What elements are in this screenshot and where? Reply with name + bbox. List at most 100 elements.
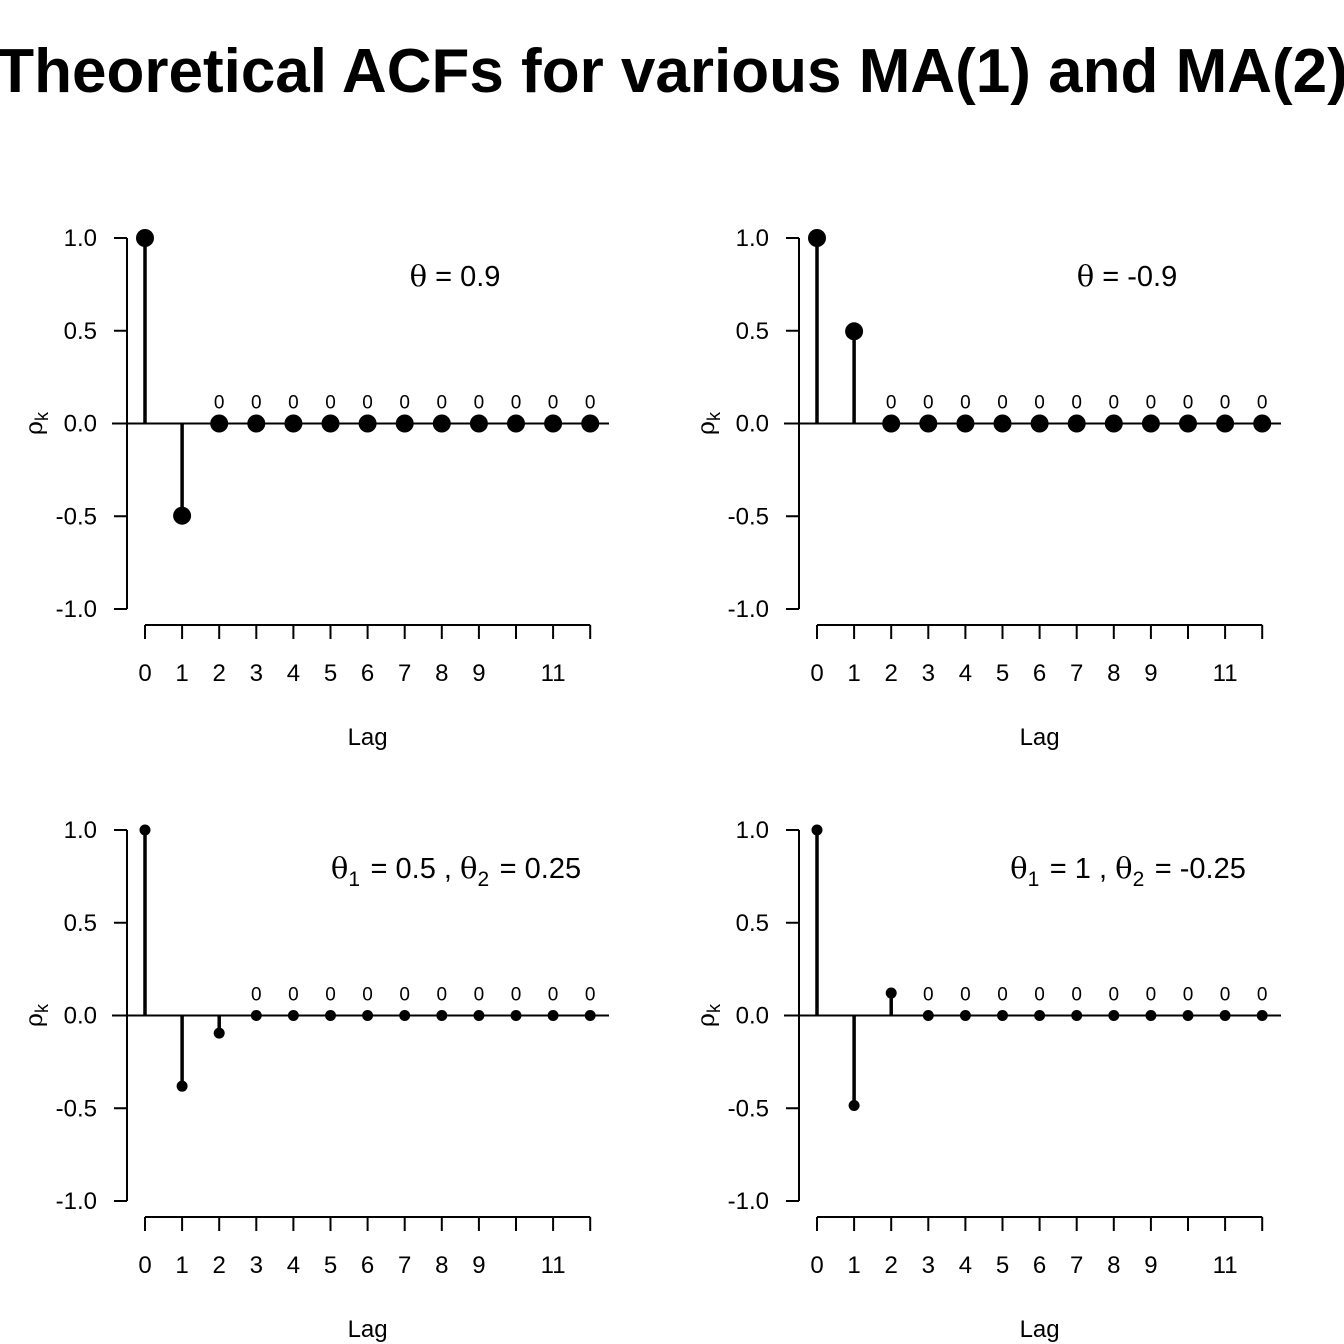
zero-value-label: 0	[288, 985, 299, 1006]
zero-value-label: 0	[362, 393, 373, 414]
figure-title: Theoretical ACFs for various MA(1) and M…	[0, 37, 1344, 106]
x-tick-label: 9	[472, 660, 485, 687]
panel-annotation: θ = 0.9	[410, 259, 501, 293]
zero-value-label: 0	[474, 985, 485, 1006]
x-axis-label: Lag	[348, 1316, 388, 1343]
acf-point	[213, 1027, 225, 1039]
zero-value-label: 0	[1146, 393, 1157, 414]
zero-value-label: 0	[997, 985, 1008, 1006]
zero-value-label: 0	[886, 393, 897, 414]
acf-point	[436, 1010, 448, 1021]
acf-point	[469, 414, 488, 433]
acf-point	[210, 414, 229, 433]
acf-point	[1253, 414, 1272, 433]
acf-point	[882, 414, 901, 433]
y-tick-label: -0.5	[56, 1095, 97, 1122]
acf-point	[1030, 414, 1049, 433]
x-tick-label: 9	[1144, 660, 1157, 687]
x-tick-label: 11	[1213, 1252, 1238, 1279]
x-tick-label: 5	[996, 660, 1009, 687]
acf-point	[993, 414, 1012, 433]
acf-point	[845, 322, 864, 341]
y-tick-label: -0.5	[728, 503, 769, 530]
acf-point	[547, 1010, 559, 1021]
zero-value-label: 0	[362, 985, 373, 1006]
acf-point	[136, 229, 154, 247]
zero-value-label: 0	[1109, 985, 1120, 1006]
acf-point	[395, 414, 414, 433]
acf-point	[399, 1010, 411, 1021]
y-tick-label: -1.0	[56, 596, 97, 623]
zero-value-label: 0	[437, 985, 448, 1006]
zero-value-label: 0	[1220, 393, 1231, 414]
acf-point	[176, 1080, 188, 1092]
acf-point	[1179, 414, 1197, 433]
acf-point	[997, 1010, 1008, 1021]
x-tick-label: 8	[1107, 1252, 1120, 1279]
acf-point	[808, 229, 826, 247]
acf-point	[956, 414, 975, 433]
y-tick-label: -0.5	[56, 503, 97, 530]
zero-value-label: 0	[325, 985, 336, 1006]
acf-point	[1067, 414, 1086, 433]
acf-point	[432, 414, 451, 433]
zero-value-label: 0	[1220, 985, 1231, 1006]
y-axis-label: ρk	[692, 411, 724, 435]
x-tick-label: 4	[287, 1252, 300, 1279]
x-tick-label: 3	[922, 660, 935, 687]
zero-value-label: 0	[1071, 985, 1082, 1006]
zero-value-label: 0	[399, 393, 410, 414]
panel-annotation: θ = -0.9	[1077, 259, 1178, 293]
acf-point	[1256, 1010, 1268, 1021]
x-tick-label: 1	[175, 1252, 188, 1279]
acf-point	[1034, 1010, 1046, 1021]
acf-point	[1104, 414, 1123, 433]
zero-value-label: 0	[1071, 393, 1082, 414]
acf-point	[473, 1010, 485, 1021]
x-axis-label: Lag	[1020, 724, 1060, 751]
acf-point	[250, 1010, 262, 1021]
zero-value-label: 0	[923, 985, 934, 1006]
x-tick-label: 4	[959, 1252, 972, 1279]
x-tick-label: 2	[213, 660, 226, 687]
zero-value-label: 0	[399, 985, 410, 1006]
zero-value-label: 0	[511, 985, 522, 1006]
zero-value-label: 0	[997, 393, 1008, 414]
acf-point	[321, 414, 340, 433]
y-tick-label: -1.0	[728, 1188, 769, 1215]
y-tick-label: 0.5	[736, 910, 769, 937]
y-tick-label: 0.0	[64, 411, 97, 438]
x-tick-label: 3	[250, 660, 263, 687]
acf-point	[173, 506, 192, 525]
x-tick-label: 6	[361, 1252, 374, 1279]
x-tick-label: 1	[847, 660, 860, 687]
x-tick-label: 0	[810, 660, 823, 687]
zero-value-label: 0	[437, 393, 448, 414]
x-tick-label: 2	[885, 660, 898, 687]
acf-point	[139, 824, 151, 836]
zero-value-label: 0	[1183, 393, 1194, 414]
acf-point	[885, 987, 897, 999]
y-tick-label: 0.0	[64, 1003, 97, 1030]
x-tick-label: 7	[398, 660, 411, 687]
acf-point	[959, 1010, 971, 1021]
x-axis-label: Lag	[1020, 1316, 1060, 1343]
x-tick-label: 1	[847, 1252, 860, 1279]
acf-point	[358, 414, 377, 433]
x-tick-label: 7	[398, 1252, 411, 1279]
x-tick-label: 0	[138, 1252, 151, 1279]
zero-value-label: 0	[960, 393, 971, 414]
zero-value-label: 0	[1034, 393, 1045, 414]
y-tick-label: -1.0	[56, 1188, 97, 1215]
x-axis-label: Lag	[348, 724, 388, 751]
acf-point	[362, 1010, 374, 1021]
zero-value-label: 0	[1146, 985, 1157, 1006]
x-tick-label: 2	[885, 1252, 898, 1279]
x-tick-label: 4	[287, 660, 300, 687]
y-tick-label: 1.0	[736, 817, 769, 844]
zero-value-label: 0	[548, 985, 559, 1006]
zero-value-label: 0	[251, 393, 262, 414]
